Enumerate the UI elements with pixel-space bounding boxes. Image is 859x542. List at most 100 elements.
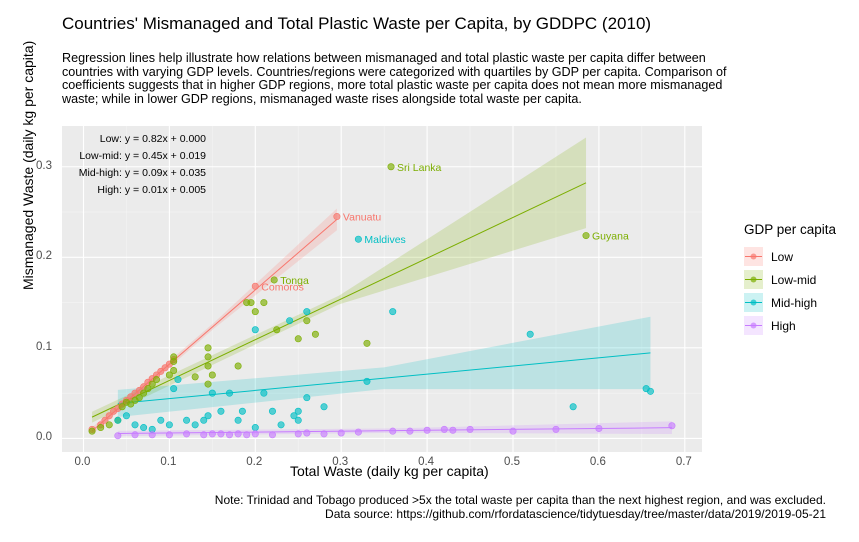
y-tick-label: 0.2 (36, 250, 52, 263)
x-tick-label: 0.1 (160, 456, 177, 468)
x-tick-label: 0.5 (504, 456, 520, 468)
data-point (165, 431, 173, 439)
y-tick-label: 0.0 (36, 431, 52, 444)
data-point (569, 403, 577, 411)
data-point (389, 308, 397, 316)
data-point (114, 416, 122, 424)
data-point (191, 421, 199, 429)
data-point (204, 353, 212, 361)
data-point (140, 424, 148, 432)
data-point (234, 362, 242, 370)
data-point (200, 416, 208, 424)
data-point (277, 421, 285, 429)
plot-svg: Sri Lanka Vanuatu Guyana Maldives TongaComor… (62, 126, 702, 452)
data-point (170, 353, 178, 361)
data-point (668, 422, 676, 430)
data-point (200, 431, 208, 439)
fit-line-low-mid (91, 182, 587, 418)
data-point (238, 407, 246, 415)
data-point (387, 163, 395, 171)
equation-low: Low: y = 0.82x + 0.000 (99, 133, 206, 145)
data-point (251, 282, 259, 290)
data-point (157, 416, 165, 424)
legend-item-mid-high: Mid-high (744, 291, 836, 314)
x-tick-label: 0.6 (589, 456, 606, 468)
data-point (204, 412, 212, 420)
data-point (144, 385, 152, 393)
legend-item-low-mid: Low-mid (744, 268, 836, 291)
data-point (294, 416, 302, 424)
data-point (320, 430, 328, 438)
data-point (251, 430, 259, 438)
data-point (466, 425, 474, 433)
data-point (208, 371, 216, 379)
data-point (582, 232, 590, 240)
data-point (183, 430, 191, 438)
data-point (135, 394, 143, 402)
x-tick-label: 0.7 (675, 456, 692, 468)
data-point (294, 430, 302, 438)
data-point (303, 308, 311, 316)
data-point (260, 299, 268, 307)
data-point (406, 427, 414, 435)
annotation-label: Sri Lanka (397, 162, 442, 174)
legend-key-mid-high (744, 293, 763, 312)
plot-panel: Sri Lanka Vanuatu Guyana Maldives Tonga Comor… (62, 126, 702, 452)
data-point (389, 427, 397, 435)
ci-ribbon-mid-high (117, 316, 651, 418)
x-tick-label: 0.3 (332, 456, 349, 468)
equation-high: High: y = 0.01x + 0.005 (97, 184, 206, 196)
data-point (303, 317, 311, 325)
data-point (217, 430, 225, 438)
equation-low-mid: Low-mid: y = 0.45x + 0.019 (79, 150, 206, 162)
data-point (526, 330, 534, 338)
chart-title: Countries' Mismanaged and Total Plastic … (62, 14, 652, 33)
annotation-label: Maldives (364, 234, 405, 246)
data-point (294, 407, 302, 415)
data-point (101, 416, 109, 424)
data-point (208, 389, 216, 397)
annotation-label: Tonga (280, 275, 309, 287)
data-point (363, 339, 371, 347)
data-point (251, 326, 259, 334)
data-point (183, 416, 191, 424)
data-point (552, 425, 560, 433)
data-point (165, 421, 173, 429)
data-point (148, 380, 156, 388)
data-point (191, 373, 199, 381)
x-axis-label: Total Waste (daily kg per capita) (290, 463, 489, 479)
legend-label: High (771, 318, 796, 333)
footnote-source: Data source: https://github.com/rfordata… (325, 506, 826, 521)
x-tick-label: 0.0 (74, 456, 91, 468)
data-point (354, 235, 362, 243)
legend-key-low-mid (744, 270, 763, 289)
y-tick-label: 0.1 (36, 340, 52, 353)
legend-key-high (744, 316, 763, 335)
data-point (247, 299, 255, 307)
legend-item-high: High (744, 314, 836, 337)
data-point (217, 407, 225, 415)
data-point (105, 421, 113, 429)
data-point (273, 326, 281, 334)
legend: GDP per capita Low Low-mid Mid-high High (744, 222, 836, 337)
data-point (270, 276, 278, 284)
data-point (290, 412, 298, 420)
data-point (440, 425, 448, 433)
data-point (303, 429, 311, 437)
data-point (509, 427, 517, 435)
data-point (152, 376, 160, 384)
data-point (243, 431, 251, 439)
data-point (260, 389, 268, 397)
annotation-label: Comoros (261, 281, 304, 293)
data-point (226, 431, 234, 439)
footnote-note: Note: Trinidad and Tobago produced >5x t… (214, 493, 826, 507)
x-tick-label: 0.2 (246, 456, 263, 468)
data-point (251, 424, 259, 432)
legend-label: Low (771, 249, 794, 264)
data-point (354, 428, 362, 436)
data-point (131, 431, 139, 439)
data-point (204, 380, 212, 388)
data-point (286, 317, 294, 325)
y-tick-label: 0.3 (36, 159, 52, 172)
fit-line-mid-high (117, 352, 651, 404)
